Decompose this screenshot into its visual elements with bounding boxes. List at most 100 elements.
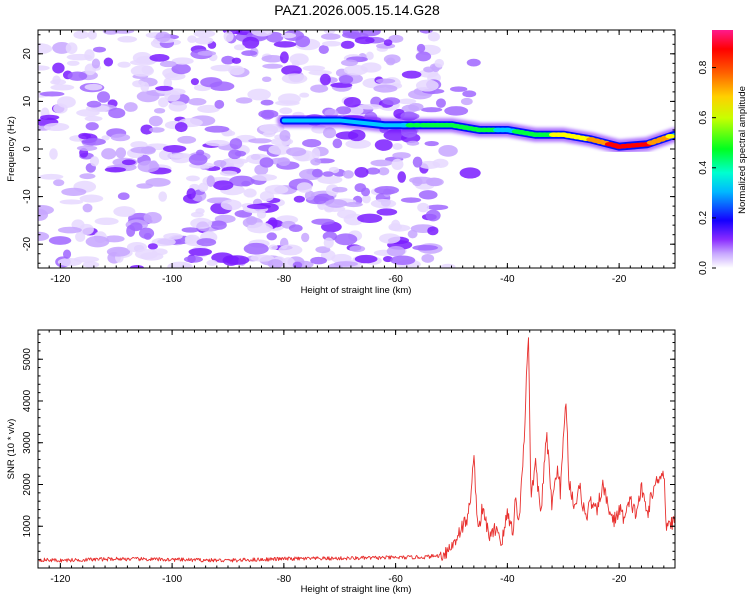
noise-blob <box>50 79 67 85</box>
noise-blob <box>365 51 374 60</box>
noise-blob <box>140 81 150 92</box>
noise-blob <box>113 206 136 217</box>
noise-blob <box>39 91 65 97</box>
noise-blob <box>359 30 381 37</box>
noise-blob <box>310 157 322 166</box>
noise-blob <box>293 195 305 203</box>
noise-blob <box>155 85 174 91</box>
noise-blob <box>261 76 272 83</box>
noise-blob <box>117 35 138 43</box>
noise-blob <box>204 125 230 133</box>
noise-blob <box>214 99 225 109</box>
noise-blob <box>181 227 199 233</box>
noise-blob <box>84 83 103 91</box>
snr-xlabel: Height of straight line (km) <box>301 584 412 595</box>
noise-blob <box>379 233 401 244</box>
spectrogram-ylabel: Frequency (Hz) <box>6 116 17 181</box>
noise-blob <box>357 213 383 223</box>
noise-blob <box>332 138 343 149</box>
noise-blob <box>231 57 242 64</box>
noise-blob <box>85 122 99 131</box>
noise-blob <box>438 145 458 157</box>
noise-blob <box>163 77 173 89</box>
noise-blob <box>392 152 411 159</box>
noise-blob <box>76 145 98 151</box>
noise-blob <box>277 157 291 167</box>
noise-blob <box>79 194 104 203</box>
colorbar-ticks: 0.0 0.2 0.4 0.6 0.8 <box>698 60 716 275</box>
spectrogram-xtick-label: -60 <box>388 274 403 285</box>
noise-blob <box>138 227 155 239</box>
noise-blob <box>103 57 114 67</box>
noise-blob <box>292 261 303 268</box>
noise-blob <box>223 30 234 42</box>
noise-blob <box>243 188 257 198</box>
noise-blob <box>137 160 160 173</box>
noise-blob <box>408 102 424 112</box>
noise-blob <box>259 191 275 202</box>
noise-blob <box>38 65 50 71</box>
snr-ticks: -120 -100 -80 -60 -40 -20 1000 2000 3000 4000 5000 <box>22 330 676 585</box>
noise-blob <box>106 246 131 257</box>
noise-blob <box>213 160 227 167</box>
noise-blob <box>84 49 95 62</box>
noise-blob <box>155 31 171 43</box>
noise-blob <box>343 97 361 108</box>
noise-blob <box>462 90 477 98</box>
noise-blob <box>338 75 354 84</box>
noise-blob <box>417 202 430 213</box>
noise-blob <box>321 33 341 40</box>
noise-blob <box>268 144 292 155</box>
noise-blob <box>426 204 449 211</box>
noise-blob <box>171 57 194 65</box>
noise-blob <box>328 166 340 174</box>
noise-blob <box>158 149 173 161</box>
noise-blob <box>53 103 68 114</box>
noise-blob <box>193 30 216 38</box>
noise-blob <box>383 54 401 64</box>
noise-blob <box>130 65 154 77</box>
noise-blob <box>362 194 371 204</box>
noise-blob <box>400 197 422 203</box>
noise-blob <box>49 148 58 160</box>
noise-blob <box>235 97 253 104</box>
colorbar-gradient <box>712 30 733 268</box>
noise-blob <box>101 135 110 141</box>
noise-blob <box>102 30 120 35</box>
noise-blob <box>222 130 236 137</box>
noise-blob <box>228 158 249 165</box>
noise-blob <box>129 264 144 268</box>
noise-blob <box>386 245 406 257</box>
noise-blob <box>373 84 398 93</box>
noise-blob <box>190 217 213 229</box>
noise-blob <box>84 115 103 122</box>
noise-blob <box>260 99 274 106</box>
noise-blob <box>262 63 283 69</box>
noise-blob <box>296 182 313 193</box>
spectrogram-ytick-label: -20 <box>22 237 33 252</box>
noise-blob <box>43 122 70 132</box>
noise-blob <box>174 121 188 133</box>
noise-blob <box>50 84 75 91</box>
noise-blob <box>311 218 335 225</box>
noise-blob <box>220 199 242 211</box>
colorbar-tick-label: 0.4 <box>698 160 709 174</box>
snr-ytick-label: 1000 <box>22 515 33 538</box>
noise-blob <box>267 259 283 268</box>
noise-blob <box>169 152 192 159</box>
noise-blob <box>331 253 352 264</box>
noise-blob <box>432 158 449 168</box>
snr-xtick-label: -40 <box>500 574 515 585</box>
noise-blob <box>247 222 273 234</box>
noise-blob <box>261 54 284 63</box>
colorbar-tick-label: 0.2 <box>698 211 709 225</box>
noise-blob <box>295 35 311 48</box>
noise-blob <box>145 177 171 187</box>
noise-blob <box>378 167 390 176</box>
noise-blob <box>126 241 147 253</box>
noise-blob <box>390 255 416 266</box>
snr-xtick-label: -60 <box>388 574 403 585</box>
noise-blob <box>148 115 163 127</box>
noise-blob <box>388 34 404 43</box>
noise-blob <box>289 53 309 66</box>
